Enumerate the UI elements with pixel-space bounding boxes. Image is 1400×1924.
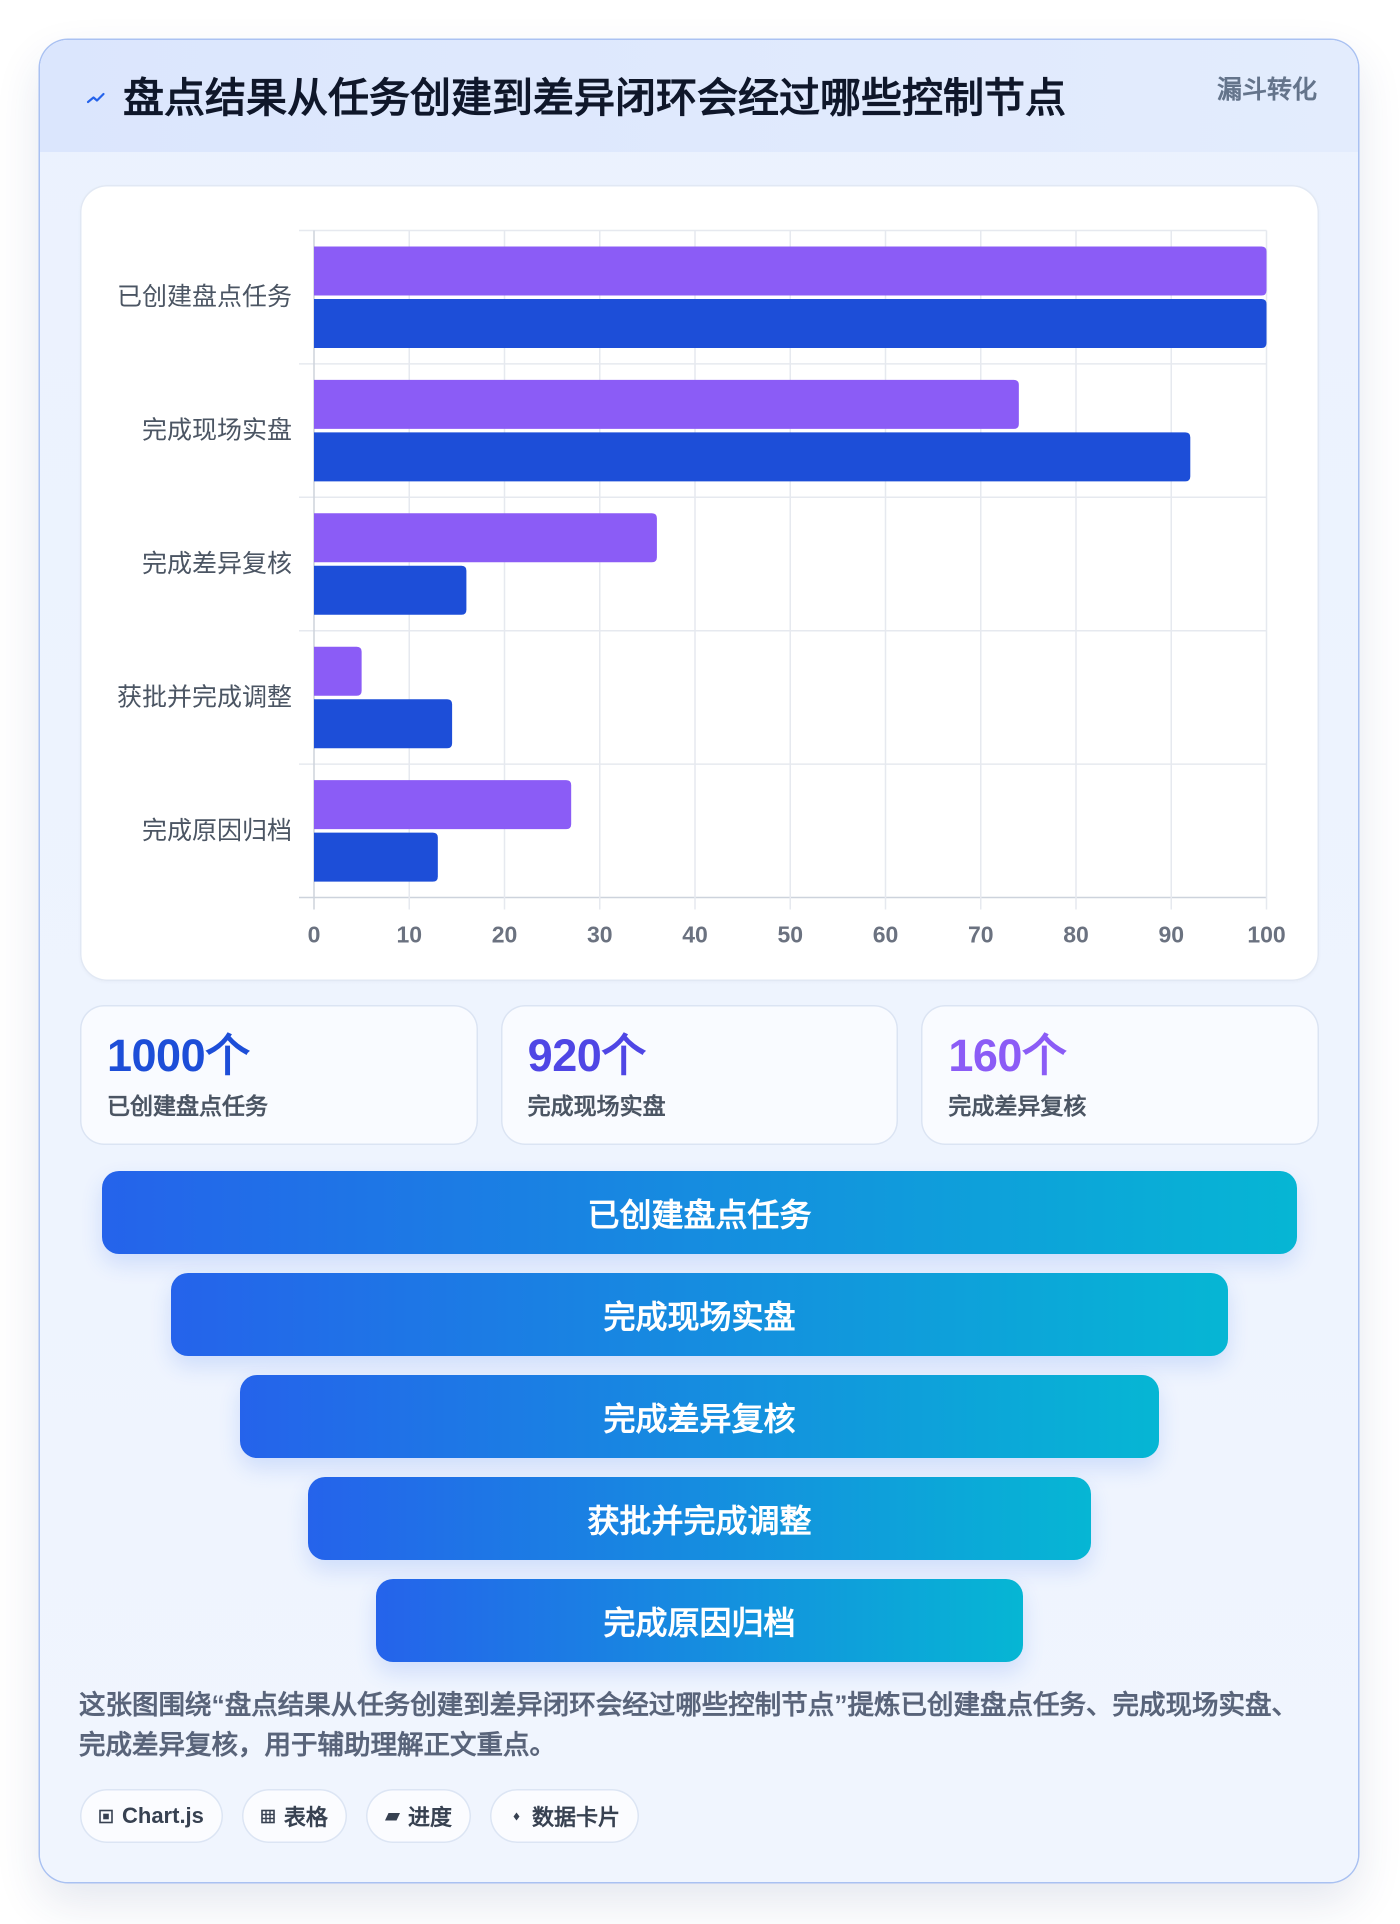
stat-label: 完成差异复核 [948, 1093, 1087, 1119]
x-tick-label: 70 [968, 922, 994, 948]
horizontal-bar-chart: 0 10 20 30 40 50 60 70 80 90 100 已创建盘点任务完成现场实盘完成差异复… [117, 229, 1286, 948]
tag-label: Chart.js [122, 1803, 204, 1828]
stat-value: 1000个 [107, 1030, 250, 1081]
tag-data-card: 数据卡片 [489, 1789, 639, 1843]
tag-list: Chart.js 表格 进度 [80, 1789, 639, 1843]
x-tick-label: 30 [587, 922, 613, 948]
x-tick-label: 80 [1063, 922, 1089, 948]
bar-series-2-category-3 [314, 565, 467, 615]
tag-label: 数据卡片 [531, 1805, 620, 1830]
bar-series-1-category-3 [314, 513, 657, 563]
card-icon [509, 1809, 524, 1824]
stat-label: 完成现场实盘 [527, 1093, 666, 1119]
table-icon [261, 1809, 276, 1824]
bar-series-2-category-1 [314, 299, 1267, 348]
x-tick-label: 0 [308, 922, 321, 948]
x-tick-label: 100 [1247, 922, 1285, 948]
stat-value: 160个 [948, 1030, 1067, 1081]
y-category-label: 完成原因归档 [142, 817, 292, 845]
tag-progress: 进度 [365, 1789, 471, 1843]
description: 这张图围绕“盘点结果从任务创建到差异闭环会经过哪些控制节点”提炼已创建盘点任务、… [79, 1690, 1298, 1760]
stats-row: 1000个 已创建盘点任务 920个 完成现场实盘 160个 完成差异复核 [80, 1005, 1320, 1145]
x-tick-label: 90 [1158, 922, 1184, 948]
progress-icon [384, 1809, 400, 1824]
y-category-label: 已创建盘点任务 [117, 283, 292, 311]
stat-card-reviewed: 160个 完成差异复核 [921, 1005, 1320, 1145]
chart-panel: 0 10 20 30 40 50 60 70 80 90 100 已创建盘点任务完成现场实盘 完成差异复… [80, 185, 1319, 981]
bar-series-2-category-2 [314, 432, 1191, 482]
x-tick-label: 60 [873, 922, 899, 948]
stat-label: 已创建盘点任务 [107, 1093, 268, 1119]
tag-chartjs: Chart.js [80, 1789, 223, 1843]
bar-series-2-category-5 [314, 832, 438, 882]
chart-type-badge: 漏斗转化 [1216, 76, 1317, 104]
stat-card-counted: 920个 完成现场实盘 [500, 1005, 899, 1145]
funnel-step-1: 已创建盘点任务 [102, 1171, 1297, 1254]
x-tick-label: 20 [492, 922, 518, 948]
funnel-card: 盘点结果从任务创建到差异闭环会经过哪些控制节点 漏斗转化 0 10 20 30 40 50… [40, 40, 1358, 1882]
y-category-label: 完成现场实盘 [142, 417, 292, 445]
bar-series-1-category-5 [314, 780, 572, 830]
x-tick-label: 10 [396, 922, 422, 948]
chart-icon [99, 1809, 114, 1824]
tag-label: 进度 [407, 1805, 452, 1830]
y-category-label: 获批并完成调整 [117, 683, 292, 711]
funnel-step-4: 获批并完成调整 [308, 1477, 1091, 1560]
bar-series-2-category-4 [314, 699, 453, 749]
card-header: 盘点结果从任务创建到差异闭环会经过哪些控制节点 漏斗转化 [40, 40, 1358, 152]
stat-card-created: 1000个 已创建盘点任务 [80, 1005, 478, 1145]
bar-series-1-category-1 [314, 246, 1267, 296]
funnel: 已创建盘点任务 完成现场实盘 完成差异复核 获批并完成调整 完成原因归档 [80, 1171, 1319, 1662]
funnel-step-5: 完成原因归档 [376, 1579, 1023, 1662]
bar-series-1-category-2 [314, 379, 1019, 429]
page-title: 盘点结果从任务创建到差异闭环会经过哪些控制节点 [123, 75, 1066, 121]
tag-table: 表格 [241, 1789, 347, 1843]
stat-value: 920个 [527, 1030, 647, 1081]
funnel-step-3: 完成差异复核 [240, 1375, 1159, 1458]
funnel-step-2: 完成现场实盘 [171, 1273, 1228, 1356]
x-tick-label: 40 [682, 922, 708, 948]
bar-series-1-category-4 [314, 646, 362, 696]
x-tick-label: 50 [777, 922, 803, 948]
bolt-icon [86, 89, 106, 107]
y-category-label: 完成差异复核 [142, 550, 292, 578]
tag-label: 表格 [283, 1805, 328, 1830]
